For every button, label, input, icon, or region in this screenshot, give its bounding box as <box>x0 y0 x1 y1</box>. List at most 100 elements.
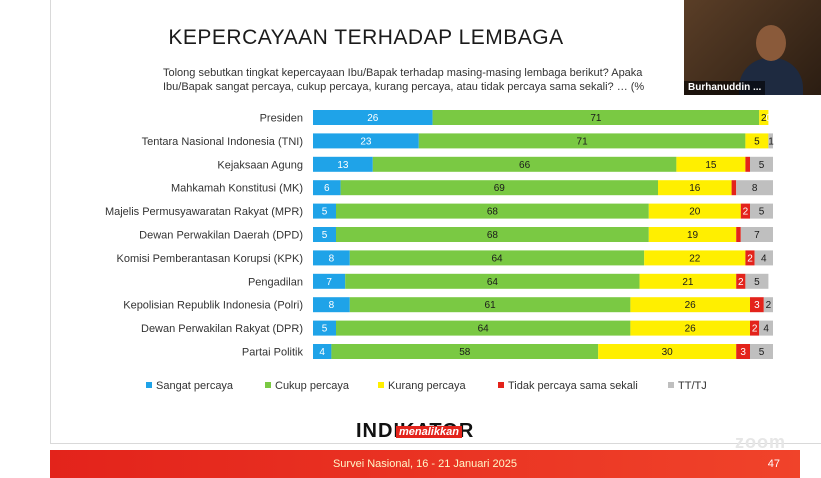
bar-segment <box>648 203 741 219</box>
slide-footer: Survei Nasional, 16 - 21 Januari 2025 47 <box>50 450 800 478</box>
category-label: Kepolisian Republik Indonesia (Polri) <box>123 300 303 312</box>
data-label: 26 <box>685 300 697 311</box>
data-label: 8 <box>329 300 335 311</box>
data-label: 2 <box>743 207 749 218</box>
legend-item: TT/TJ <box>668 380 707 392</box>
data-label: 23 <box>360 136 372 147</box>
data-label: 26 <box>685 324 697 335</box>
zoom-watermark: zoom <box>735 432 786 452</box>
data-label: 5 <box>759 160 765 171</box>
bar-segment <box>750 344 773 359</box>
bar-segment <box>598 344 737 359</box>
category-label: Partai Politik <box>242 347 304 359</box>
data-label: 5 <box>759 347 765 358</box>
legend-swatch <box>668 382 674 388</box>
category-label: Pengadilan <box>248 276 303 288</box>
data-label: 2 <box>766 300 772 311</box>
bar-segment <box>349 297 631 313</box>
bar-segment <box>759 320 773 336</box>
bar-segment <box>644 250 746 266</box>
bar-segment <box>313 156 373 172</box>
page-number: 47 <box>767 458 780 470</box>
bar-segment <box>340 180 658 196</box>
data-label: 71 <box>577 136 589 147</box>
data-label: 5 <box>754 136 760 147</box>
data-label: 6 <box>324 183 330 194</box>
legend-item: Cukup percaya <box>265 380 349 392</box>
participant-name: Burhanuddin ... <box>684 81 766 95</box>
data-label: 8 <box>329 253 335 264</box>
bar-segment <box>750 320 760 336</box>
category-label: Komisi Pemberantasan Korupsi (KPK) <box>117 253 303 265</box>
bar-segment <box>313 110 433 125</box>
bar-segment <box>313 227 336 242</box>
bar-segment <box>349 250 645 266</box>
category-label: Presiden <box>260 113 303 125</box>
bar-segment <box>418 133 746 149</box>
data-label: 19 <box>687 230 699 241</box>
category-label: Majelis Permusyawaratan Rakyat (MPR) <box>105 206 303 218</box>
bar-segment <box>763 297 773 313</box>
data-label: 5 <box>322 207 328 218</box>
data-label: 68 <box>487 230 499 241</box>
bar-segment <box>313 297 350 313</box>
data-label: 71 <box>590 113 602 124</box>
bar-segment <box>736 273 746 289</box>
data-label: 64 <box>487 277 499 288</box>
bar-segment <box>676 156 746 172</box>
legend-swatch <box>146 382 152 388</box>
data-label: 4 <box>763 324 769 335</box>
data-label: 5 <box>754 277 760 288</box>
bar-segment <box>745 156 750 172</box>
data-label: 26 <box>367 113 379 124</box>
bar-segment <box>313 320 336 336</box>
bar-segment <box>731 180 737 196</box>
bar-segment <box>313 180 341 196</box>
category-label: Dewan Perwakilan Rakyat (DPR) <box>141 323 303 335</box>
legend-label: Cukup percaya <box>275 380 349 392</box>
legend-label: Tidak percaya sama sekali <box>508 380 638 392</box>
legend-label: Sangat percaya <box>156 380 234 392</box>
legend-item: Tidak percaya sama sekali <box>498 380 638 392</box>
bar-segment <box>639 273 737 289</box>
bar-segment <box>630 297 750 313</box>
bar-segment <box>336 203 649 219</box>
question-line-2: Ibu/Bapak sangat percaya, cukup percaya,… <box>163 81 645 93</box>
data-label: 2 <box>752 324 758 335</box>
data-label: 20 <box>689 207 701 218</box>
bar-segment <box>630 320 750 336</box>
data-label: 4 <box>761 253 767 264</box>
data-label: 2 <box>738 277 744 288</box>
legend-label: TT/TJ <box>678 380 707 392</box>
bar-segment <box>740 203 750 219</box>
bar-segment <box>648 227 737 242</box>
category-label: Mahkamah Konstitusi (MK) <box>171 183 303 195</box>
data-label: 30 <box>662 347 674 358</box>
data-label: 61 <box>485 300 497 311</box>
bar-segment <box>768 133 773 149</box>
data-label: 0 <box>766 113 772 124</box>
legend-swatch <box>378 382 384 388</box>
bar-segment <box>658 180 732 196</box>
bar-segment <box>745 250 755 266</box>
survey-question: Tolong sebutkan tingkat kepercayaan Ibu/… <box>163 66 683 94</box>
category-label: Dewan Perwakilan Daerah (DPD) <box>139 230 303 242</box>
bar-segment <box>313 344 332 359</box>
bar-segment <box>750 297 764 313</box>
data-label: 8 <box>752 183 758 194</box>
legend-swatch <box>498 382 504 388</box>
data-label: 66 <box>519 160 531 171</box>
bar-segment <box>759 110 769 125</box>
data-label: 2 <box>747 253 753 264</box>
bar-segment <box>313 203 336 219</box>
bar-segment <box>336 320 631 336</box>
webcam-video-tile[interactable]: Burhanuddin ... <box>684 0 821 95</box>
logo-tagline: menalikkan <box>396 426 462 438</box>
bar-segment <box>372 156 677 172</box>
data-label: 4 <box>319 347 325 358</box>
bar-segment <box>313 273 346 289</box>
indikator-logo: INDIKATOR menalikkan <box>356 420 474 442</box>
legend-item: Sangat percaya <box>146 380 233 392</box>
data-label: 3 <box>740 347 746 358</box>
